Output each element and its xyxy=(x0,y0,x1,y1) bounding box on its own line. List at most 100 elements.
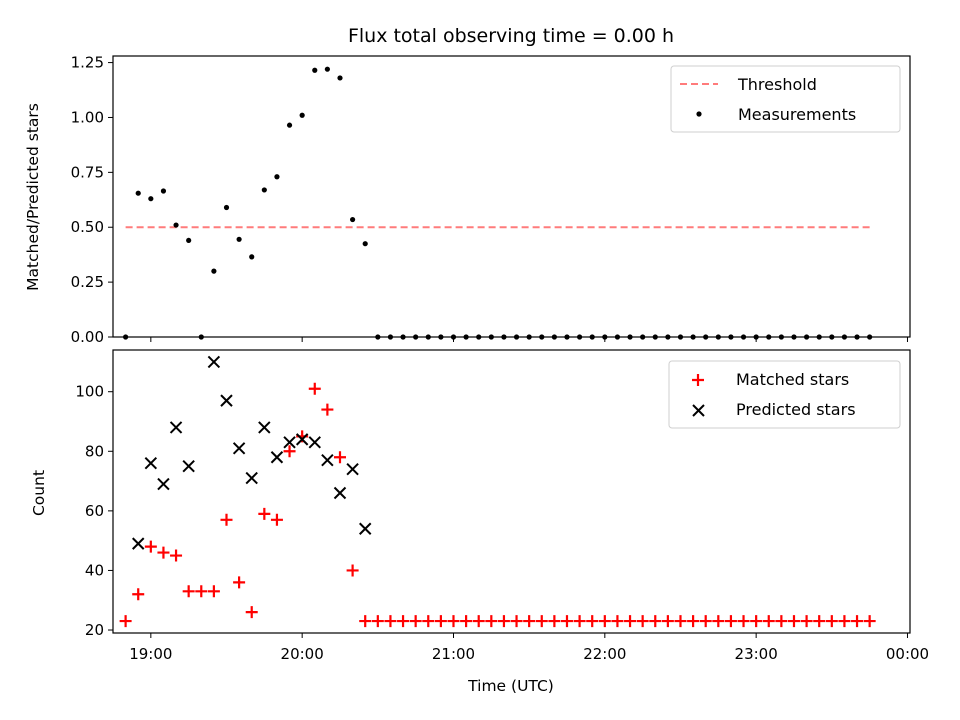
matched-legend-swatch xyxy=(692,374,704,386)
top-ytick-label: 1.25 xyxy=(71,54,104,72)
matched-star-point xyxy=(270,513,283,526)
matched-star-point xyxy=(220,513,233,526)
predicted-star-point xyxy=(270,451,284,464)
matched-star-point xyxy=(233,576,246,589)
matched-star-point xyxy=(434,615,447,628)
matched-star-point xyxy=(182,585,195,598)
matched-star-point xyxy=(573,615,586,628)
bottom-xtick-label: 23:00 xyxy=(735,645,778,663)
matched-star-point xyxy=(598,615,611,628)
measurements-legend-swatch xyxy=(696,111,702,117)
matched-star-point xyxy=(245,606,258,619)
top-legend: Threshold Measurements xyxy=(670,65,901,133)
measurement-point xyxy=(173,222,179,228)
matched-star-point xyxy=(409,615,422,628)
predicted-star-point xyxy=(333,486,347,500)
matched-legend-label: Matched stars xyxy=(736,370,849,389)
bottom-xtick-label: 22:00 xyxy=(583,645,626,663)
predicted-star-point xyxy=(207,355,221,369)
matched-star-point xyxy=(762,615,775,628)
matched-star-point xyxy=(422,615,435,628)
matched-star-point xyxy=(724,615,737,628)
measurement-point xyxy=(160,188,167,194)
measurement-point xyxy=(148,196,154,202)
bottom-xtick-label: 21:00 xyxy=(432,645,475,663)
predicted-star-point xyxy=(295,433,309,446)
matched-star-point xyxy=(586,615,599,628)
matched-star-point xyxy=(535,615,548,628)
matched-star-point xyxy=(485,615,498,628)
matched-star-point xyxy=(346,564,359,577)
bottom-ytick-label: 60 xyxy=(85,502,104,520)
bottom-matched-layer xyxy=(119,382,876,628)
bottom-axes-frame xyxy=(112,349,911,634)
bottom-xtick-layer: 19:00 20:00 21:00 22:00 23:00 00:00 xyxy=(129,633,929,663)
bottom-xtick-label: 20:00 xyxy=(281,645,324,663)
predicted-star-point xyxy=(144,456,158,470)
bottom-predicted-layer xyxy=(132,355,372,550)
matched-star-point xyxy=(472,615,485,628)
matched-star-point xyxy=(674,615,687,628)
matched-star-point xyxy=(661,615,674,628)
matched-star-point xyxy=(548,615,561,628)
matched-star-point xyxy=(119,615,132,628)
predicted-star-point xyxy=(346,462,359,476)
bottom-xlabel: Time (UTC) xyxy=(467,677,554,695)
matched-star-point xyxy=(851,615,864,628)
matched-star-point xyxy=(157,546,170,559)
measurement-point xyxy=(337,75,343,81)
bottom-legend-box xyxy=(668,360,901,429)
measurement-point xyxy=(223,204,230,211)
top-ytick-label: 0.75 xyxy=(71,163,104,181)
predicted-star-point xyxy=(321,454,334,467)
top-ytick-label: 0.50 xyxy=(71,218,104,236)
top-ytick-label: 0.25 xyxy=(71,273,104,291)
bottom-ytick-label: 40 xyxy=(85,561,104,579)
bottom-ytick-label: 20 xyxy=(85,621,104,639)
bottom-xtick-label: 19:00 xyxy=(129,645,172,663)
measurement-point xyxy=(299,112,305,118)
predicted-star-point xyxy=(132,537,145,550)
predicted-legend-swatch xyxy=(692,404,705,417)
matched-star-point xyxy=(699,615,712,628)
matched-star-point xyxy=(775,615,788,628)
bottom-xtick-label: 00:00 xyxy=(886,645,929,663)
top-ytick-label: 0.00 xyxy=(71,328,104,346)
bottom-ytick-label: 80 xyxy=(85,442,104,460)
matched-star-point xyxy=(649,615,662,628)
matched-star-point xyxy=(800,615,813,628)
top-ylabel: Matched/Predicted stars xyxy=(24,103,42,291)
predicted-star-point xyxy=(245,471,258,485)
matched-star-point xyxy=(333,451,346,464)
top-axes-frame xyxy=(112,55,911,338)
matched-star-point xyxy=(397,615,410,628)
bottom-ytick-label: 100 xyxy=(75,383,104,401)
matched-star-point xyxy=(321,403,334,416)
bottom-ytick-layer: 20 40 60 80 100 xyxy=(75,383,113,639)
measurement-point xyxy=(274,174,280,180)
matched-star-point xyxy=(750,615,763,628)
matched-star-point xyxy=(636,615,649,628)
predicted-star-point xyxy=(359,522,372,535)
predicted-legend-label: Predicted stars xyxy=(736,400,856,419)
measurement-point xyxy=(236,236,242,242)
matched-star-point xyxy=(460,615,473,628)
measurement-point xyxy=(312,67,318,73)
predicted-star-point xyxy=(258,421,271,434)
top-legend-box xyxy=(670,65,901,133)
matched-star-point xyxy=(144,540,157,553)
matched-star-point xyxy=(132,588,145,601)
measurement-point xyxy=(186,237,192,244)
matched-star-point xyxy=(838,615,851,628)
threshold-legend-label: Threshold xyxy=(737,75,817,94)
matched-star-point xyxy=(712,615,725,628)
matched-star-point xyxy=(207,585,220,598)
matched-star-point xyxy=(170,549,183,562)
matched-star-point xyxy=(359,615,372,628)
matched-star-point xyxy=(195,585,208,598)
matched-star-point xyxy=(283,445,296,458)
figure-title: Flux total observing time = 0.00 h xyxy=(348,25,674,47)
matched-star-point xyxy=(447,615,460,628)
predicted-star-point xyxy=(157,477,170,491)
